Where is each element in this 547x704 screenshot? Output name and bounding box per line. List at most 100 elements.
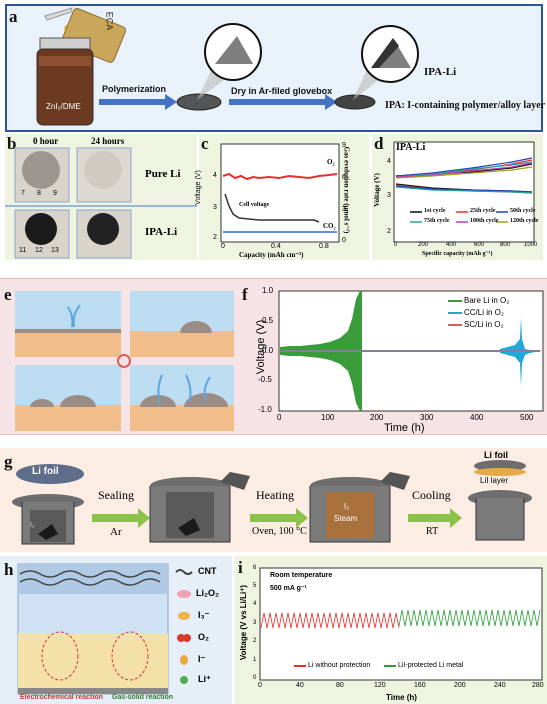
d-xtick-1000: 1000 bbox=[524, 242, 538, 248]
c-ytick-4: 4 bbox=[213, 172, 217, 179]
f-ytick-05: 0.5 bbox=[262, 316, 274, 325]
i-ytick-4: 4 bbox=[253, 601, 257, 607]
lii-protected-series bbox=[398, 609, 541, 627]
c-o2-label: O₂ bbox=[327, 158, 335, 166]
f-xtick-400: 400 bbox=[470, 413, 484, 422]
vial-label: ECA bbox=[104, 11, 115, 31]
cell-voltage-curve bbox=[224, 193, 320, 223]
ipa-li-disc-icon bbox=[334, 94, 376, 110]
crucible-1-icon bbox=[12, 494, 84, 545]
h-legend-li2o2: Li₂O₂ bbox=[196, 588, 219, 598]
g-i2: I₂ bbox=[344, 502, 350, 511]
ruler-13: 13 bbox=[51, 247, 59, 254]
cnt-icon bbox=[175, 569, 193, 575]
li-foil-icon bbox=[22, 151, 60, 189]
f-xtick-100: 100 bbox=[321, 413, 335, 422]
arrow-sealing-icon bbox=[92, 508, 150, 528]
i-xtick-200: 200 bbox=[454, 682, 466, 689]
g-li-foil: Li foil bbox=[32, 466, 59, 477]
c-ytick-2: 2 bbox=[213, 234, 217, 241]
li-plus-icon bbox=[180, 676, 188, 684]
charge-curves bbox=[395, 157, 533, 179]
li-foil-disc-icon bbox=[16, 464, 84, 484]
g-lil-layer: LiI layer bbox=[480, 476, 509, 485]
li-disc-icon bbox=[176, 93, 222, 111]
col-24-hours: 24 hours bbox=[91, 136, 125, 146]
i-legend-red: Li without protection bbox=[308, 662, 371, 669]
schematic-quadrant-2 bbox=[130, 291, 234, 357]
i-xlabel: Time (h) bbox=[386, 693, 417, 702]
panel-label-h: h bbox=[4, 560, 14, 579]
panel-label-i: i bbox=[238, 558, 243, 577]
i-xtick-280: 280 bbox=[532, 682, 544, 689]
row-pure-li: Pure Li bbox=[145, 168, 181, 180]
h-legend-li: Li⁺ bbox=[198, 674, 211, 684]
panel-label-c: c bbox=[201, 134, 209, 153]
panel-i: i Voltage (V vs Li/Li⁺) Room temperature… bbox=[234, 556, 547, 704]
panel-h: h CNT Li₂O₂ I₃⁻ O₂ I⁻ Li⁺ Electrochemica… bbox=[0, 556, 232, 704]
d-leg-25: 25th cycle bbox=[470, 208, 496, 214]
d-leg-50: 50th cycle bbox=[510, 208, 536, 214]
step-polymerization: Polymerization bbox=[102, 84, 167, 94]
i-ytick-1: 1 bbox=[253, 657, 257, 663]
panel-label-g: g bbox=[4, 452, 13, 471]
d-xtick-800: 800 bbox=[500, 242, 511, 248]
i-note2: 500 mA g⁻¹ bbox=[270, 585, 307, 592]
d-title: IPA-Li bbox=[396, 142, 426, 153]
col-0-hour: 0 hour bbox=[33, 136, 59, 146]
panel-c-chart bbox=[220, 143, 340, 243]
arrow-cooling-icon bbox=[408, 508, 462, 528]
d-ytick-3: 3 bbox=[387, 192, 391, 199]
panel-ef: e f bbox=[0, 278, 547, 435]
i-xtick-120: 120 bbox=[374, 682, 386, 689]
d-leg-75: 75th cycle bbox=[424, 218, 450, 224]
ruler-7: 7 bbox=[21, 190, 25, 197]
red-cycle-trace bbox=[260, 612, 400, 629]
sealed-vessel-2-icon bbox=[309, 472, 410, 543]
d-leg-120: 120th cycle bbox=[510, 218, 539, 224]
ruler-12: 12 bbox=[35, 247, 43, 254]
g-cooling: Cooling bbox=[412, 488, 451, 502]
panel-label-b: b bbox=[7, 134, 17, 153]
g-sealing: Sealing bbox=[98, 488, 134, 502]
panel-e-graphic bbox=[15, 291, 234, 431]
jar-icon bbox=[36, 48, 94, 126]
dropper-icon bbox=[44, 7, 73, 21]
li-without-protection-series bbox=[260, 612, 400, 629]
h-bottom-left: Electrochemical reaction bbox=[20, 694, 103, 701]
c-yrtick-3: 3 bbox=[342, 206, 346, 213]
panel-g: g Li foil I bbox=[0, 448, 547, 552]
panel-a: a ECA ZnI₂/DME Polymerization Dry in Ar-… bbox=[5, 4, 545, 132]
g-rt: RT bbox=[426, 526, 439, 537]
panel-label-a: a bbox=[9, 7, 18, 26]
c-co2-label: CO₂ bbox=[323, 222, 336, 230]
d-xtick-600: 600 bbox=[474, 242, 485, 248]
f-xlabel: Time (h) bbox=[384, 422, 425, 434]
i-ytick-0: 0 bbox=[253, 675, 257, 681]
d-xtick-400: 400 bbox=[446, 242, 457, 248]
li2o2-icon bbox=[177, 590, 191, 598]
arrow-dry-icon bbox=[229, 94, 337, 110]
h-legend-i3: I₃⁻ bbox=[198, 610, 210, 620]
g-steam: Steam bbox=[334, 514, 358, 523]
i-xtick-40: 40 bbox=[296, 682, 304, 689]
c-ytick-3: 3 bbox=[213, 204, 217, 211]
f-xtick-300: 300 bbox=[420, 413, 434, 422]
c-cell-voltage-label: Cell voltage bbox=[239, 202, 270, 208]
c-xtick-0: 0 bbox=[221, 243, 225, 250]
i3-icon bbox=[178, 612, 190, 620]
f-xtick-0: 0 bbox=[277, 413, 282, 422]
i-xtick-240: 240 bbox=[494, 682, 506, 689]
i-xtick-160: 160 bbox=[414, 682, 426, 689]
jar-lid-icon bbox=[39, 37, 91, 51]
product-label: IPA-Li bbox=[424, 66, 457, 78]
i-legend-green: LiI-protected Li metal bbox=[398, 662, 464, 669]
g-oven: Oven, 100 °C bbox=[252, 526, 307, 537]
d-ytick-2: 2 bbox=[387, 228, 391, 235]
g-i2-small: I₂ bbox=[30, 522, 35, 529]
c-ylabel-right: Gas evolution rate (μmol s⁻¹) bbox=[342, 146, 351, 234]
sealed-vessel-1-icon bbox=[149, 472, 250, 543]
panel-a-graphic bbox=[36, 7, 419, 126]
d-ylabel: Voltage (V) bbox=[372, 173, 381, 207]
h-legend-o2: O₂ bbox=[198, 632, 209, 642]
